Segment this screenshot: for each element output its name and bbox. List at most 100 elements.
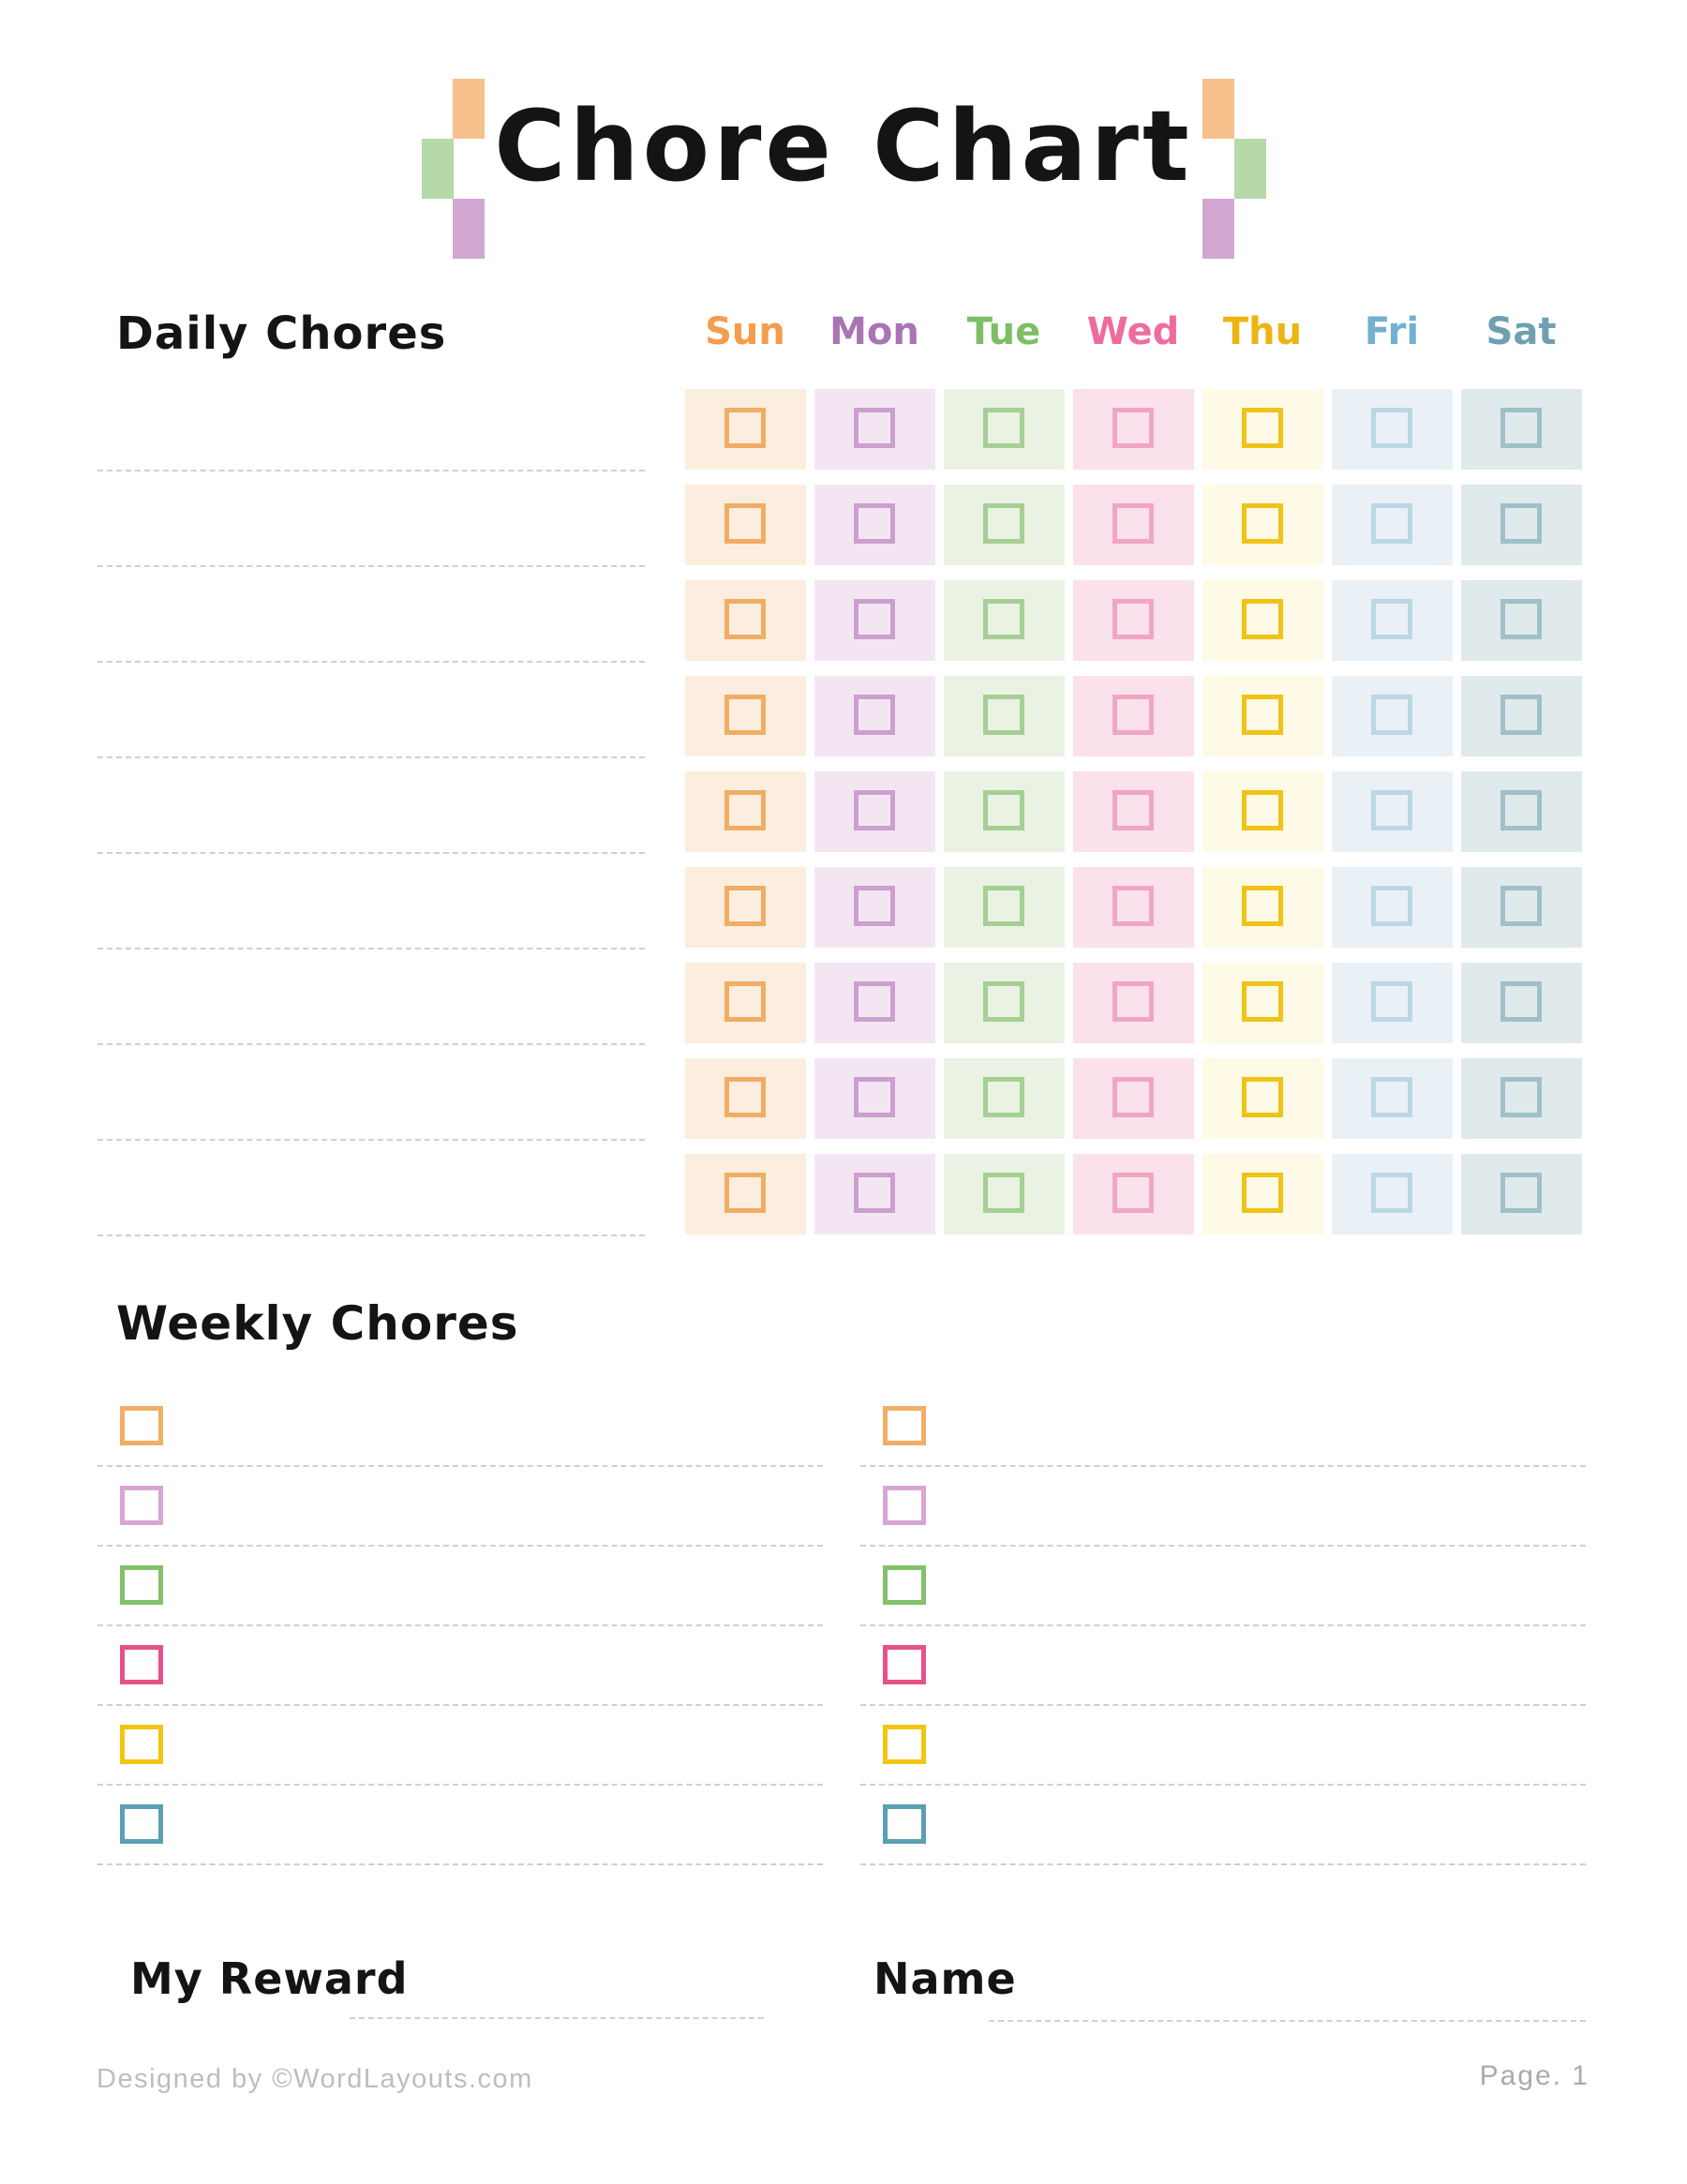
grid-checkbox-sat-row8[interactable] <box>1500 1077 1542 1117</box>
grid-checkbox-tue-row5[interactable] <box>983 790 1024 830</box>
grid-checkbox-wed-row2[interactable] <box>1112 503 1154 544</box>
grid-checkbox-fri-row4[interactable] <box>1371 695 1412 735</box>
grid-checkbox-tue-row1[interactable] <box>983 408 1024 448</box>
grid-checkbox-sun-row7[interactable] <box>724 981 766 1022</box>
grid-checkbox-thu-row9[interactable] <box>1242 1173 1283 1213</box>
grid-checkbox-sun-row9[interactable] <box>724 1173 766 1213</box>
grid-checkbox-sun-row6[interactable] <box>724 886 766 926</box>
grid-checkbox-wed-row1[interactable] <box>1112 408 1154 448</box>
grid-checkbox-mon-row9[interactable] <box>854 1173 895 1213</box>
grid-checkbox-sun-row5[interactable] <box>724 790 766 830</box>
name-input-line[interactable] <box>989 2020 1586 2022</box>
grid-checkbox-sat-row3[interactable] <box>1500 599 1542 639</box>
grid-checkbox-thu-row5[interactable] <box>1242 790 1283 830</box>
weekly-chore-line-right-5[interactable] <box>860 1784 1586 1786</box>
daily-chore-line-6[interactable] <box>97 948 645 950</box>
weekly-checkbox-right-3[interactable] <box>883 1565 926 1605</box>
daily-chore-line-2[interactable] <box>97 565 645 567</box>
weekly-checkbox-left-5[interactable] <box>120 1725 163 1764</box>
grid-checkbox-mon-row4[interactable] <box>854 695 895 735</box>
grid-checkbox-tue-row3[interactable] <box>983 599 1024 639</box>
weekly-chore-line-left-5[interactable] <box>97 1784 823 1786</box>
grid-checkbox-sat-row4[interactable] <box>1500 695 1542 735</box>
grid-checkbox-sat-row1[interactable] <box>1500 408 1542 448</box>
grid-checkbox-sat-row9[interactable] <box>1500 1173 1542 1213</box>
grid-checkbox-mon-row1[interactable] <box>854 408 895 448</box>
grid-checkbox-wed-row7[interactable] <box>1112 981 1154 1022</box>
grid-checkbox-mon-row5[interactable] <box>854 790 895 830</box>
weekly-chore-line-right-1[interactable] <box>860 1465 1586 1467</box>
grid-checkbox-wed-row4[interactable] <box>1112 695 1154 735</box>
grid-checkbox-fri-row2[interactable] <box>1371 503 1412 544</box>
grid-checkbox-fri-row6[interactable] <box>1371 886 1412 926</box>
grid-checkbox-mon-row8[interactable] <box>854 1077 895 1117</box>
daily-chore-line-7[interactable] <box>97 1043 645 1045</box>
daily-chore-line-5[interactable] <box>97 852 645 854</box>
grid-checkbox-fri-row8[interactable] <box>1371 1077 1412 1117</box>
grid-cell-thu-row3 <box>1202 580 1323 661</box>
weekly-chore-line-left-4[interactable] <box>97 1704 823 1706</box>
weekly-chore-line-right-4[interactable] <box>860 1704 1586 1706</box>
grid-checkbox-sun-row1[interactable] <box>724 408 766 448</box>
grid-checkbox-wed-row6[interactable] <box>1112 886 1154 926</box>
weekly-checkbox-left-4[interactable] <box>120 1645 163 1684</box>
weekly-checkbox-right-5[interactable] <box>883 1725 926 1764</box>
daily-chore-line-4[interactable] <box>97 756 645 758</box>
weekly-checkbox-right-4[interactable] <box>883 1645 926 1684</box>
weekly-checkbox-left-6[interactable] <box>120 1804 163 1844</box>
grid-checkbox-tue-row2[interactable] <box>983 503 1024 544</box>
weekly-chore-line-left-2[interactable] <box>97 1545 823 1547</box>
daily-chore-line-3[interactable] <box>97 661 645 663</box>
weekly-chore-line-right-3[interactable] <box>860 1624 1586 1626</box>
weekly-checkbox-right-6[interactable] <box>883 1804 926 1844</box>
grid-checkbox-sun-row2[interactable] <box>724 503 766 544</box>
weekly-chore-line-right-6[interactable] <box>860 1863 1586 1865</box>
weekly-chore-line-left-1[interactable] <box>97 1465 823 1467</box>
grid-checkbox-thu-row6[interactable] <box>1242 886 1283 926</box>
grid-checkbox-wed-row3[interactable] <box>1112 599 1154 639</box>
grid-checkbox-sun-row8[interactable] <box>724 1077 766 1117</box>
grid-checkbox-tue-row9[interactable] <box>983 1173 1024 1213</box>
daily-chore-line-8[interactable] <box>97 1139 645 1141</box>
grid-checkbox-wed-row8[interactable] <box>1112 1077 1154 1117</box>
grid-checkbox-fri-row3[interactable] <box>1371 599 1412 639</box>
grid-checkbox-tue-row4[interactable] <box>983 695 1024 735</box>
grid-checkbox-wed-row9[interactable] <box>1112 1173 1154 1213</box>
grid-checkbox-sat-row6[interactable] <box>1500 886 1542 926</box>
grid-checkbox-mon-row7[interactable] <box>854 981 895 1022</box>
weekly-chore-line-left-6[interactable] <box>97 1863 823 1865</box>
grid-checkbox-sat-row7[interactable] <box>1500 981 1542 1022</box>
daily-chore-line-9[interactable] <box>97 1234 645 1236</box>
weekly-chore-line-left-3[interactable] <box>97 1624 823 1626</box>
grid-checkbox-fri-row5[interactable] <box>1371 790 1412 830</box>
grid-checkbox-fri-row7[interactable] <box>1371 981 1412 1022</box>
grid-checkbox-fri-row9[interactable] <box>1371 1173 1412 1213</box>
grid-checkbox-mon-row2[interactable] <box>854 503 895 544</box>
weekly-checkbox-right-1[interactable] <box>883 1406 926 1445</box>
grid-checkbox-sun-row4[interactable] <box>724 695 766 735</box>
weekly-checkbox-left-3[interactable] <box>120 1565 163 1605</box>
my-reward-input-line[interactable] <box>350 2017 764 2019</box>
grid-checkbox-sat-row2[interactable] <box>1500 503 1542 544</box>
daily-chore-line-1[interactable] <box>97 470 645 471</box>
grid-checkbox-thu-row1[interactable] <box>1242 408 1283 448</box>
grid-checkbox-fri-row1[interactable] <box>1371 408 1412 448</box>
grid-checkbox-thu-row3[interactable] <box>1242 599 1283 639</box>
weekly-chore-line-right-2[interactable] <box>860 1545 1586 1547</box>
grid-checkbox-sun-row3[interactable] <box>724 599 766 639</box>
weekly-checkbox-right-2[interactable] <box>883 1486 926 1525</box>
grid-checkbox-sat-row5[interactable] <box>1500 790 1542 830</box>
weekly-checkbox-left-2[interactable] <box>120 1486 163 1525</box>
grid-checkbox-tue-row6[interactable] <box>983 886 1024 926</box>
weekly-checkbox-left-1[interactable] <box>120 1406 163 1445</box>
grid-checkbox-mon-row3[interactable] <box>854 599 895 639</box>
grid-checkbox-thu-row8[interactable] <box>1242 1077 1283 1117</box>
grid-checkbox-thu-row2[interactable] <box>1242 503 1283 544</box>
grid-checkbox-tue-row8[interactable] <box>983 1077 1024 1117</box>
grid-checkbox-mon-row6[interactable] <box>854 886 895 926</box>
grid-checkbox-wed-row5[interactable] <box>1112 790 1154 830</box>
grid-checkbox-thu-row4[interactable] <box>1242 695 1283 735</box>
grid-checkbox-tue-row7[interactable] <box>983 981 1024 1022</box>
grid-checkbox-thu-row7[interactable] <box>1242 981 1283 1022</box>
